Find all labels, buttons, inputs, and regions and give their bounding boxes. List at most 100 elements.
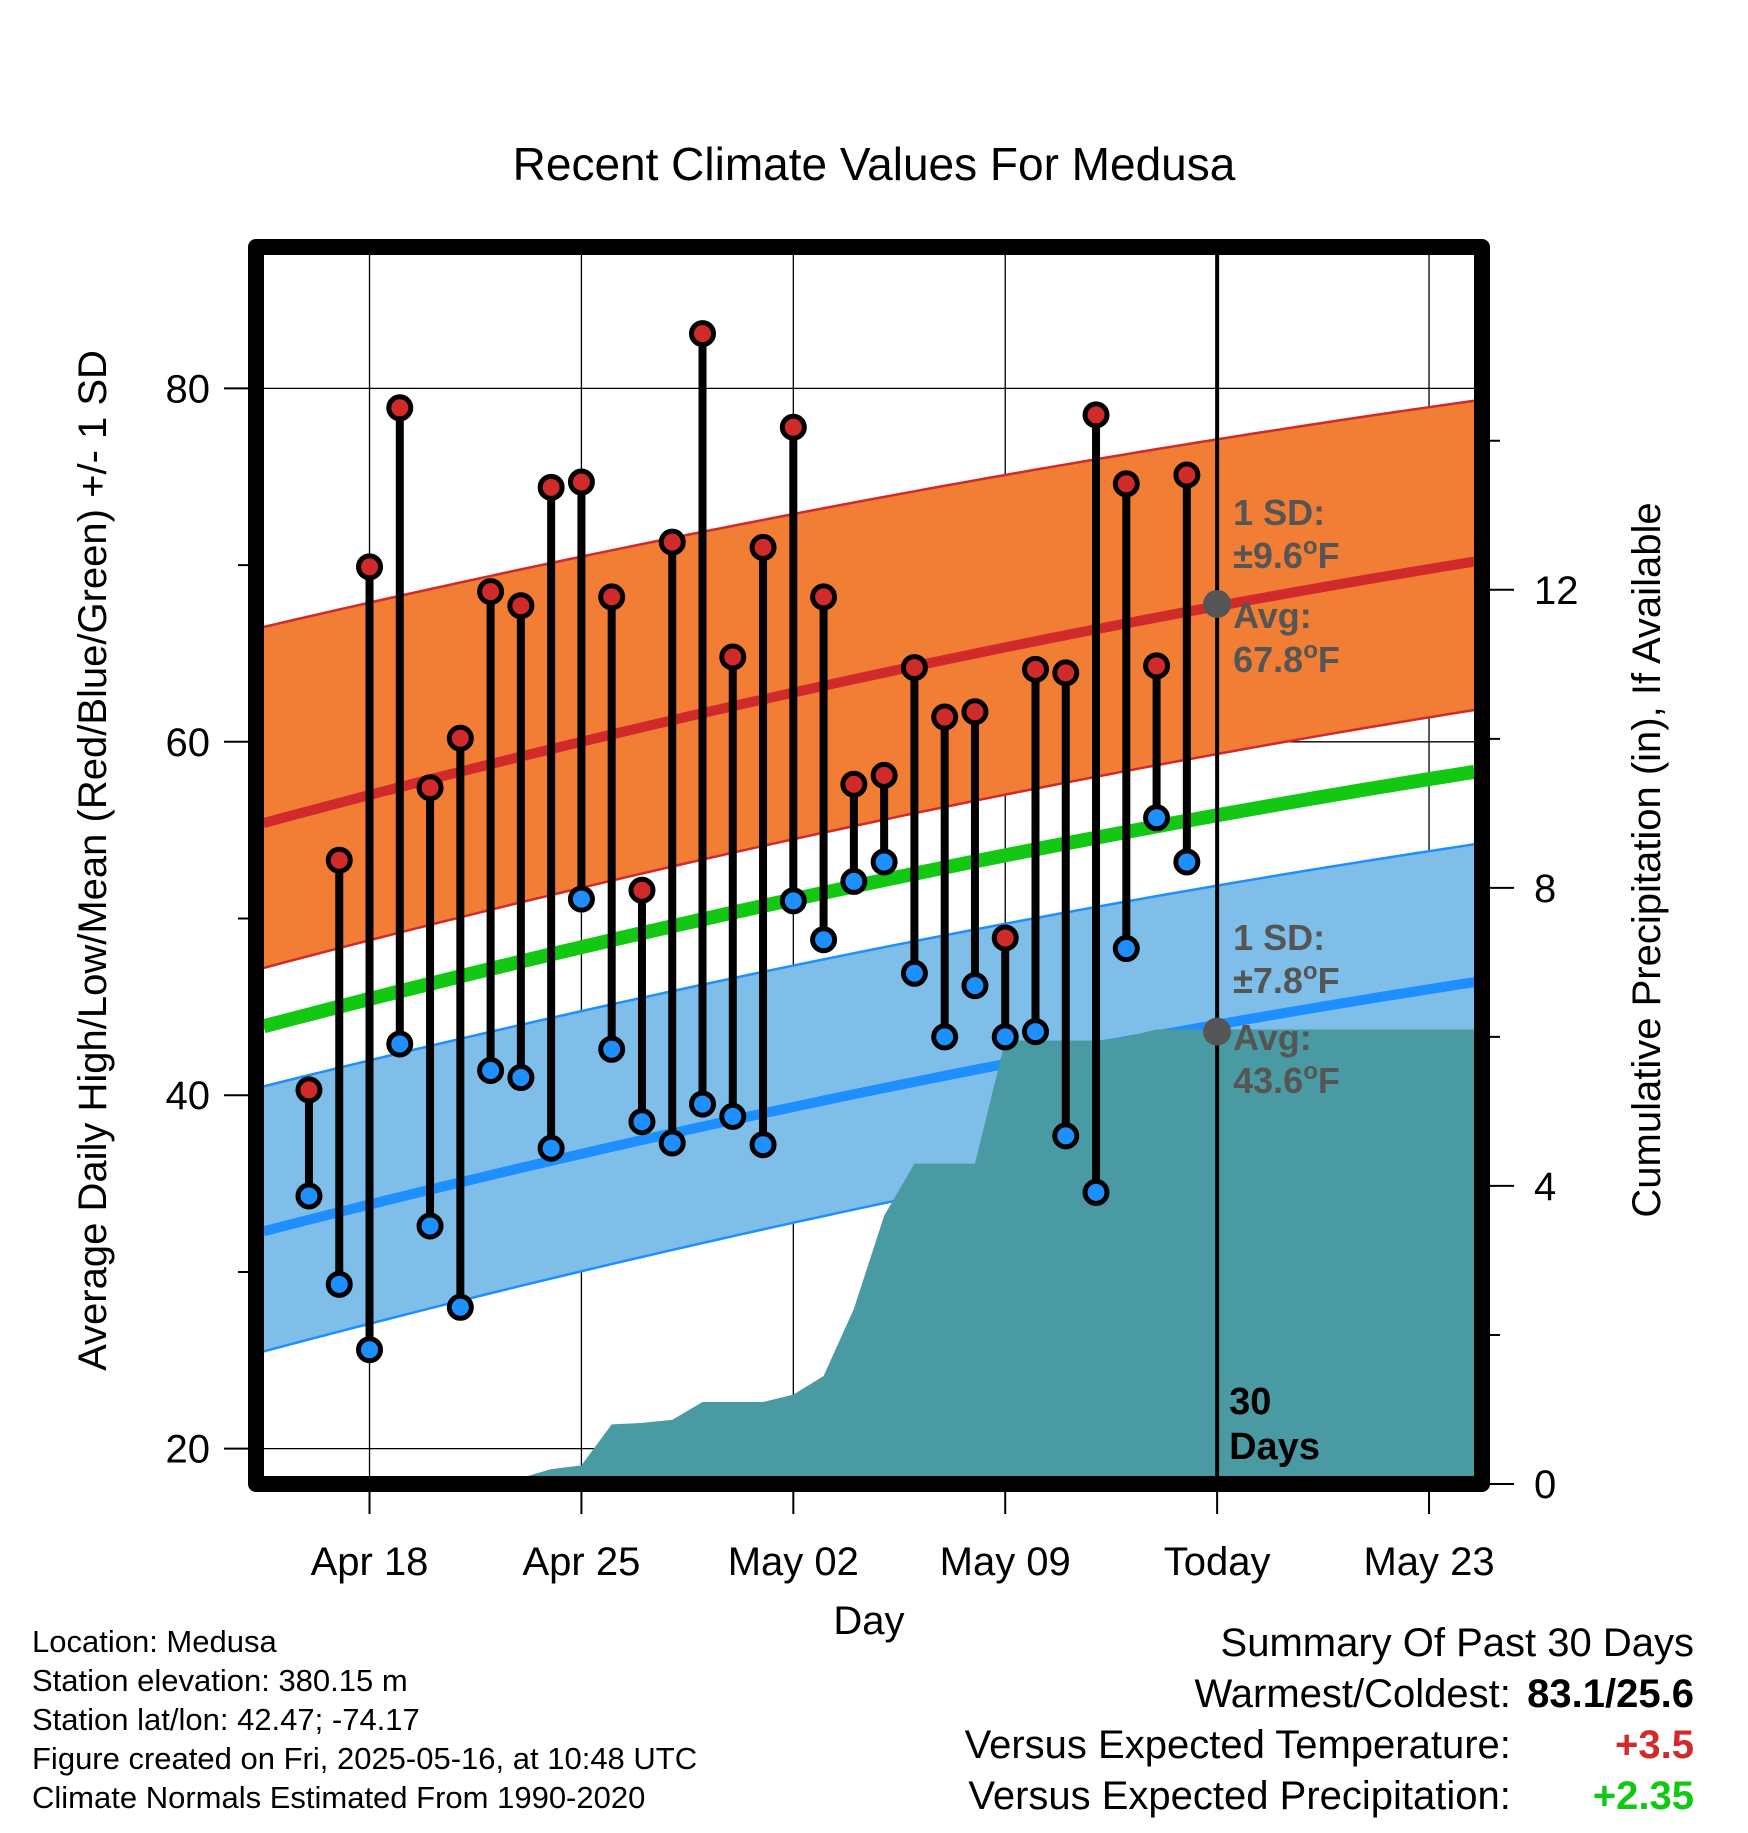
y-right-tick-label: 8 — [1534, 867, 1556, 911]
y-right-tick-label: 12 — [1534, 569, 1579, 613]
precip-cumulative-area — [263, 1029, 1475, 1484]
daily-observations — [295, 320, 1201, 1364]
x-tick-label: May 23 — [1363, 1540, 1494, 1584]
summary-warmest-row: Warmest/Coldest: 83.1/25.6 — [965, 1669, 1695, 1720]
daily-low-point — [507, 1064, 535, 1092]
daily-low-point — [931, 1023, 959, 1051]
daily-low-point — [1173, 848, 1201, 876]
summary-precip-label: Versus Expected Precipitation: — [968, 1774, 1511, 1818]
plot-border — [248, 239, 1490, 1492]
daily-high-point — [325, 846, 353, 874]
daily-high-point — [779, 413, 807, 441]
today-high-avg-dot — [1203, 589, 1232, 618]
daily-low-point — [961, 972, 989, 1000]
daily-low-point — [658, 1129, 686, 1157]
daily-high-point — [477, 578, 505, 606]
low-sd-value: ±7.8oF — [1233, 958, 1339, 1001]
daily-high-point — [537, 473, 565, 501]
summary-temp-value: +3.5 — [1615, 1723, 1694, 1767]
y-left-tick-label: 40 — [166, 1074, 211, 1118]
daily-low-point — [325, 1270, 353, 1298]
daily-low-point — [567, 885, 595, 913]
daily-high-point — [295, 1076, 323, 1104]
daily-high-point — [1052, 659, 1080, 687]
summary-temp-label: Versus Expected Temperature: — [964, 1723, 1511, 1767]
daily-low-point — [1021, 1018, 1049, 1046]
today-days-word: Days — [1229, 1426, 1320, 1468]
low-sd-upper-line — [263, 843, 1475, 1088]
axes: 20 40 60 80 0 4 8 12 Apr 18 Apr 25 May 02 May 09 Tod… — [71, 350, 1669, 1643]
x-axis-label: Day — [833, 1599, 904, 1643]
normal-bands — [261, 399, 1476, 1353]
summary-warmest-value: 83.1/25.6 — [1527, 1672, 1694, 1716]
daily-low-point — [356, 1336, 384, 1364]
station-info: Location: Medusa Station elevation: 380.… — [32, 1622, 697, 1817]
low-avg-label: Avg: — [1233, 1017, 1312, 1058]
x-tick-label: Apr 25 — [522, 1540, 640, 1584]
daily-low-point — [295, 1182, 323, 1210]
daily-high-point — [900, 654, 928, 682]
daily-high-point — [356, 553, 384, 581]
daily-high-point — [961, 698, 989, 726]
x-tick-label: Today — [1164, 1540, 1271, 1584]
info-latlon: Station lat/lon: 42.47; -74.17 — [32, 1702, 420, 1737]
y-left-axis-label: Average Daily High/Low/Mean (Red/Blue/Gr… — [71, 350, 115, 1371]
info-elevation: Station elevation: 380.15 m — [32, 1663, 408, 1698]
daily-low-point — [598, 1035, 626, 1063]
daily-high-point — [386, 394, 414, 422]
daily-high-point — [1143, 652, 1171, 680]
low-avg-value: 43.6oF — [1233, 1058, 1340, 1101]
summary-precip-value: +2.35 — [1592, 1774, 1694, 1818]
summary-panel: Summary Of Past 30 Days Warmest/Coldest:… — [965, 1618, 1694, 1822]
plot-frame — [248, 239, 1490, 1492]
x-tick-label: May 09 — [940, 1540, 1071, 1584]
daily-high-point — [991, 924, 1019, 952]
mean-normal-line — [261, 764, 1476, 1034]
daily-low-point — [870, 848, 898, 876]
daily-high-point — [628, 876, 656, 904]
high-sd-value: ±9.6oF — [1233, 533, 1339, 576]
daily-low-point — [446, 1293, 474, 1321]
y-right-axis-label: Cumulative Precipitation (in), If Availa… — [1625, 502, 1669, 1217]
daily-low-point — [991, 1023, 1019, 1051]
y-right-tick-label: 0 — [1534, 1463, 1556, 1507]
daily-high-point — [567, 468, 595, 496]
y-left-tick-label: 20 — [166, 1428, 211, 1472]
x-tick-label: May 02 — [728, 1540, 859, 1584]
daily-high-point — [598, 583, 626, 611]
high-sd-band — [263, 400, 1475, 968]
daily-high-point — [1112, 470, 1140, 498]
summary-temp-row: Versus Expected Temperature: +3.5 — [965, 1720, 1694, 1771]
daily-low-point — [900, 959, 928, 987]
high-sd-upper-line — [263, 399, 1475, 629]
daily-high-point — [689, 320, 717, 348]
daily-high-point — [416, 774, 444, 802]
high-sd-lower-line — [263, 708, 1475, 970]
daily-low-point — [840, 867, 868, 895]
chart-title: Recent Climate Values For Medusa — [513, 138, 1236, 190]
daily-low-point — [386, 1030, 414, 1058]
daily-high-point — [507, 592, 535, 620]
daily-high-point — [446, 724, 474, 752]
precip-area — [263, 1029, 1475, 1484]
daily-low-point — [1112, 935, 1140, 963]
daily-high-point — [1173, 461, 1201, 489]
today-low-avg-dot — [1203, 1017, 1232, 1046]
summary-heading: Summary Of Past 30 Days — [1220, 1621, 1694, 1665]
daily-high-point — [719, 643, 747, 671]
info-created: Figure created on Fri, 2025-05-16, at 10… — [32, 1741, 698, 1776]
daily-high-point — [749, 533, 777, 561]
daily-high-point — [931, 703, 959, 731]
high-avg-value: 67.8oF — [1233, 637, 1340, 680]
daily-low-point — [537, 1134, 565, 1162]
high-avg-label: Avg: — [1233, 595, 1312, 636]
info-location: Location: Medusa — [32, 1624, 277, 1659]
low-sd-label: 1 SD: — [1233, 917, 1325, 958]
high-normal-line — [262, 556, 1476, 828]
daily-high-point — [870, 761, 898, 789]
daily-high-point — [1082, 401, 1110, 429]
daily-low-point — [1082, 1178, 1110, 1206]
